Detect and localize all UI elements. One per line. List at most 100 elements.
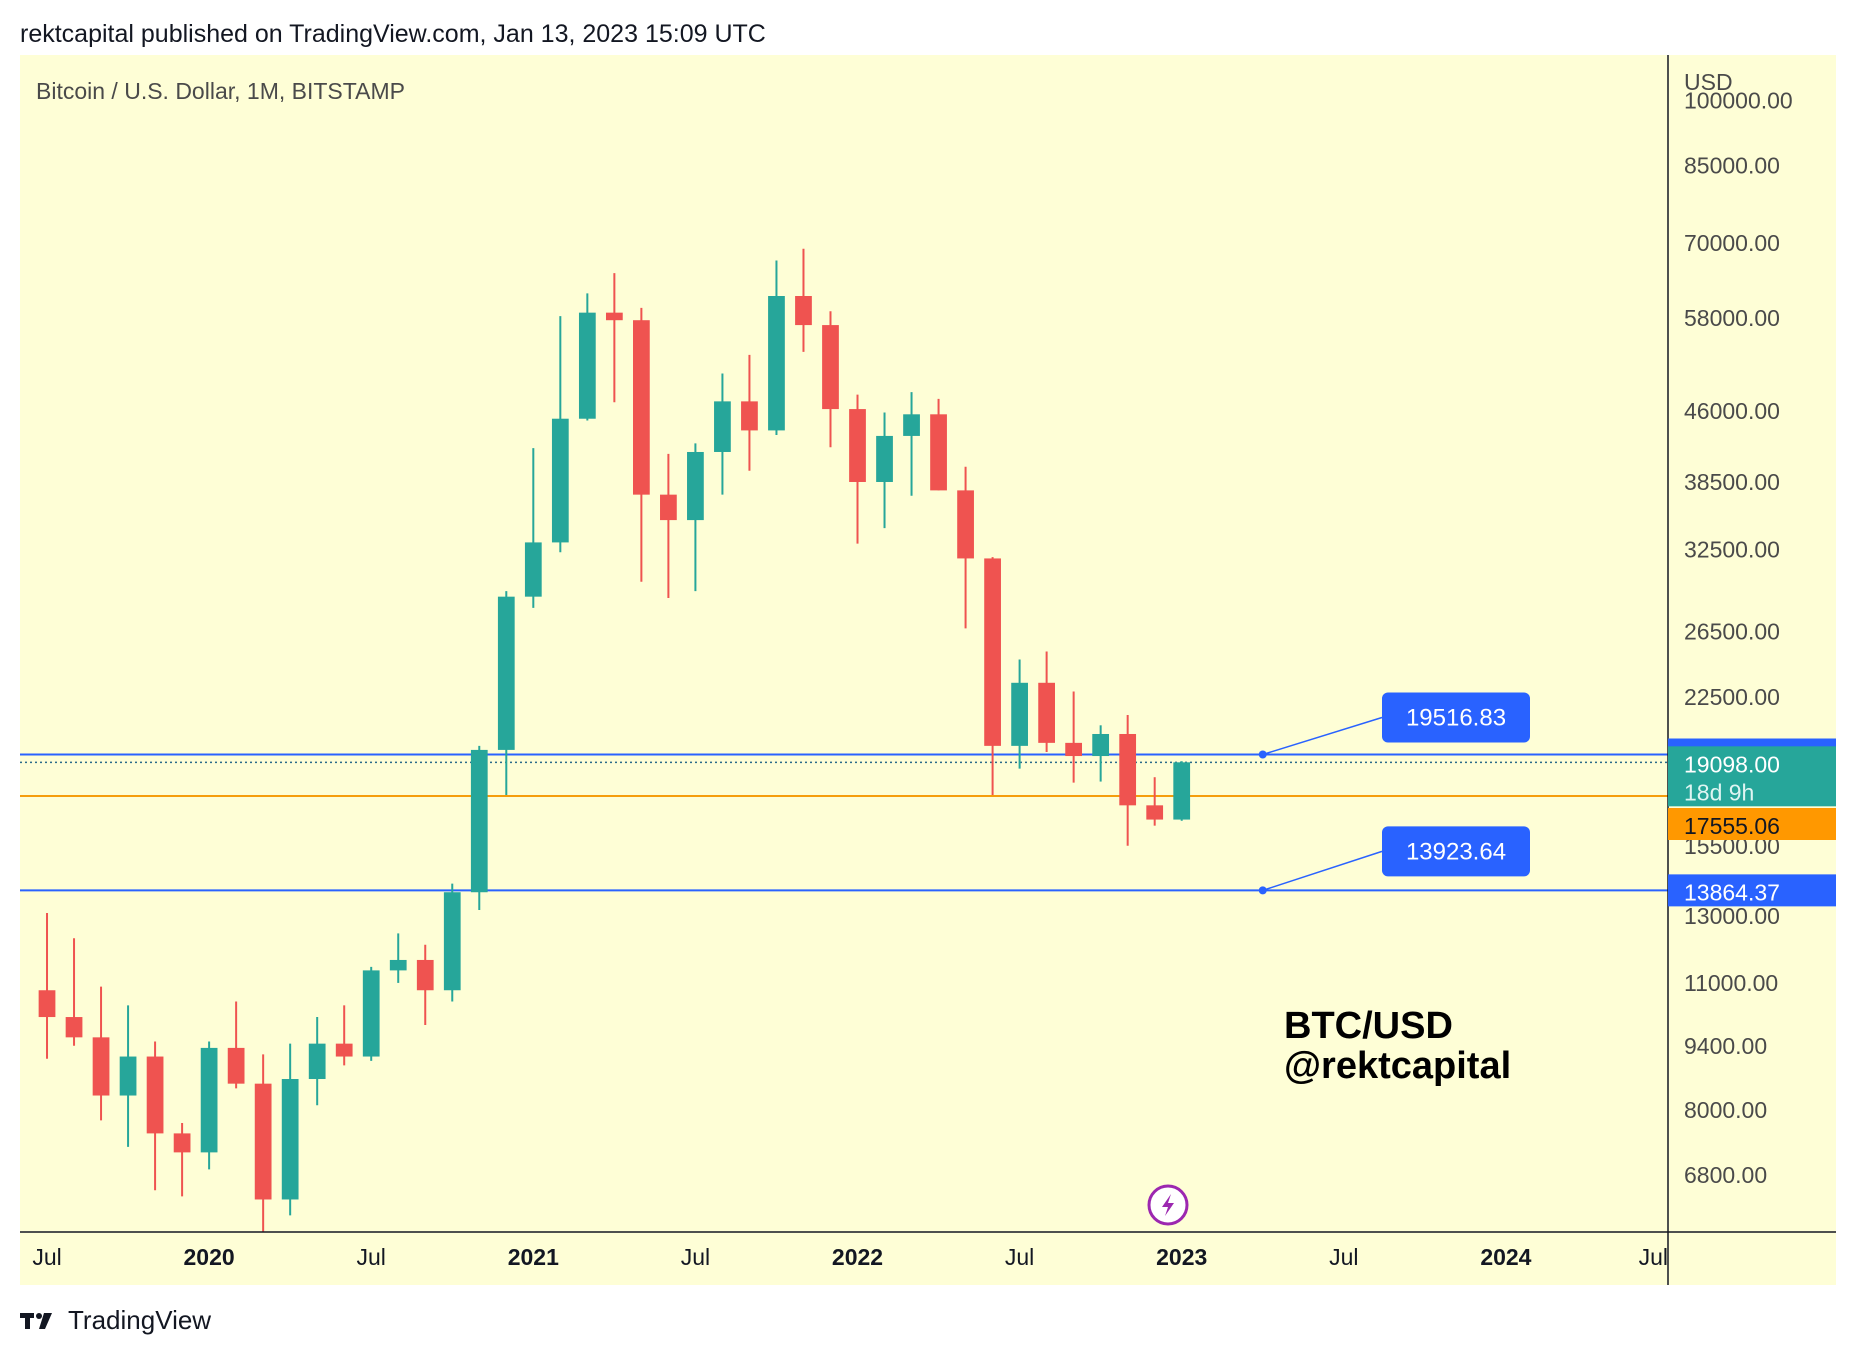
x-tick-label: Jul [1329, 1244, 1358, 1270]
watermark-line-1: BTC/USD [1284, 1005, 1453, 1047]
candle-body [308, 1043, 326, 1080]
candle-body [281, 1079, 299, 1200]
candle[interactable] [254, 1054, 272, 1232]
candle[interactable] [281, 1043, 299, 1216]
candle[interactable] [308, 1017, 326, 1106]
candle-body [470, 749, 488, 893]
candle-body [65, 1017, 83, 1038]
candle[interactable] [984, 557, 1001, 795]
candle[interactable] [822, 311, 839, 448]
candle-body [633, 320, 650, 495]
x-tick-label: 2022 [832, 1244, 883, 1270]
x-tick-label: 2021 [508, 1244, 559, 1270]
candle[interactable] [876, 412, 893, 529]
callout-box[interactable] [1382, 826, 1530, 877]
x-tick-label: 2024 [1480, 1244, 1531, 1270]
y-tick-label: 100000.00 [1684, 87, 1793, 113]
candle-body [146, 1056, 164, 1134]
candle[interactable] [1038, 651, 1055, 752]
candle[interactable] [200, 1041, 218, 1170]
callout-connector [1262, 850, 1383, 892]
y-tick-label: 8000.00 [1684, 1097, 1767, 1123]
callout-value: 13923.64 [1406, 838, 1506, 865]
candle-body [173, 1133, 191, 1153]
candle[interactable] [119, 1005, 137, 1147]
callout-anchor-point[interactable] [1258, 886, 1267, 895]
x-tick-label: Jul [1005, 1244, 1034, 1270]
candle-body [578, 312, 596, 419]
candle-body [741, 401, 758, 431]
candle-body [227, 1047, 245, 1084]
x-tick-label: Jul [1639, 1244, 1668, 1270]
y-tick-label: 70000.00 [1684, 230, 1780, 256]
candle-body [1119, 733, 1137, 806]
candle-body [1038, 682, 1055, 743]
candle[interactable] [524, 448, 542, 608]
candle-body [957, 490, 974, 559]
candle-body [362, 970, 380, 1057]
callout-anchor-point[interactable] [1258, 750, 1267, 759]
candle[interactable] [903, 392, 920, 496]
candle-body [1092, 733, 1110, 757]
y-tick-label: 46000.00 [1684, 398, 1780, 424]
candle[interactable] [1146, 777, 1164, 826]
footer[interactable]: TradingView [20, 1305, 211, 1336]
candle-body [119, 1056, 137, 1096]
candle[interactable] [741, 354, 758, 471]
x-tick-label: 2020 [184, 1244, 235, 1270]
y-tick-label: 6800.00 [1684, 1162, 1767, 1188]
candle[interactable] [65, 938, 83, 1046]
candle[interactable] [1173, 761, 1191, 821]
chart-title: Bitcoin / U.S. Dollar, 1M, BITSTAMP [36, 78, 405, 104]
candle[interactable] [173, 1122, 191, 1197]
watermark-line-2: @rektcapital [1284, 1045, 1511, 1087]
candle[interactable] [578, 293, 596, 421]
candle[interactable] [849, 394, 866, 544]
callout-box[interactable] [1382, 692, 1530, 743]
candle[interactable] [38, 913, 56, 1059]
candle-body [1011, 682, 1028, 746]
candle[interactable] [633, 307, 650, 582]
candle[interactable] [660, 453, 677, 599]
publish-info: rektcapital published on TradingView.com… [20, 20, 766, 48]
candle[interactable] [957, 466, 974, 629]
candle[interactable] [1011, 659, 1028, 769]
candle-body [660, 494, 677, 521]
candle[interactable] [714, 373, 731, 495]
candle[interactable] [335, 1005, 353, 1066]
candle[interactable] [92, 986, 110, 1121]
candle[interactable] [362, 966, 380, 1061]
candle[interactable] [470, 745, 488, 911]
candle[interactable] [551, 316, 569, 553]
candle[interactable] [389, 933, 407, 983]
candle[interactable] [443, 883, 461, 1002]
candle[interactable] [146, 1041, 164, 1191]
y-tick-label: 85000.00 [1684, 152, 1780, 178]
candle[interactable] [768, 260, 785, 436]
last-price-label-text: 18d 9h [1684, 779, 1754, 805]
candle[interactable] [605, 273, 623, 403]
candle-body [903, 414, 920, 436]
candle[interactable] [1092, 725, 1110, 782]
candle[interactable] [227, 1001, 245, 1089]
x-tick-label: Jul [357, 1244, 386, 1270]
candle-body [38, 990, 56, 1018]
x-tick-label: Jul [32, 1244, 61, 1270]
candle[interactable] [416, 944, 434, 1026]
candle[interactable] [930, 398, 947, 491]
lightning-icon[interactable] [1147, 1184, 1189, 1226]
candle[interactable] [1119, 714, 1137, 846]
price-label-support-text: 13864.37 [1684, 879, 1780, 905]
candle[interactable] [687, 443, 704, 592]
candle-body [497, 596, 515, 750]
y-tick-label: 22500.00 [1684, 684, 1780, 710]
candle[interactable] [795, 248, 812, 352]
candle-body [849, 409, 866, 482]
candle-body [524, 542, 542, 597]
candle[interactable] [1065, 691, 1083, 783]
callout-value: 19516.83 [1406, 705, 1506, 732]
candle[interactable] [497, 591, 515, 795]
candle-body [984, 558, 1001, 746]
candle-body [714, 401, 731, 452]
